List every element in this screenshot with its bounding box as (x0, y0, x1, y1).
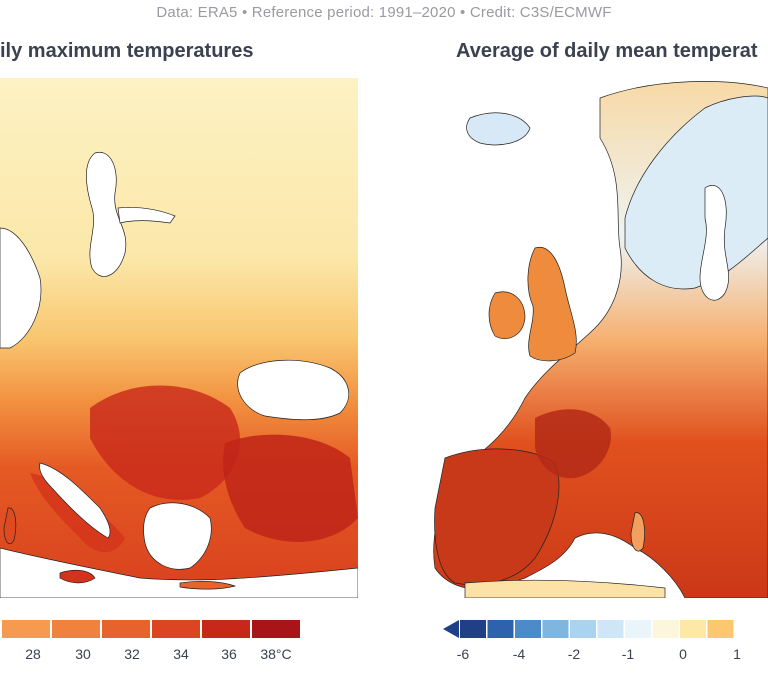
sicily (59, 569, 96, 584)
iberian-peninsula (434, 448, 560, 586)
left-colorbar (2, 620, 300, 638)
left-temperature-map (0, 78, 358, 598)
left-colorbar-tick-label: 36 (221, 646, 237, 662)
left-colorbar-segment (102, 620, 150, 638)
right-colorbar-segment (707, 620, 734, 638)
data-credit: Data: ERA5 • Reference period: 1991–2020… (156, 4, 612, 21)
hot-region-anatolia (223, 434, 358, 542)
hot-region-balkans (90, 385, 240, 500)
right-colorbar-segment (542, 620, 569, 638)
france-hot-core (535, 409, 611, 479)
right-colorbar (443, 620, 734, 638)
left-colorbar-tick-label: 32 (124, 646, 140, 662)
black-sea (237, 359, 349, 421)
right-colorbar-tick-label: 1 (733, 646, 741, 662)
right-colorbar-tick-label: -2 (567, 646, 581, 662)
right-colorbar-segment (487, 620, 514, 638)
right-colorbar-segment (460, 620, 486, 638)
right-colorbar-tick-label: -6 (456, 646, 470, 662)
adriatic-sea (39, 462, 111, 539)
left-colorbar-ticks: 28 30 32 34 36 38°C (0, 646, 300, 666)
right-colorbar-tick-label: -1 (621, 646, 635, 662)
right-colorbar-tick-label: -4 (512, 646, 526, 662)
right-colorbar-tick-label: 0 (679, 646, 687, 662)
sardinia (3, 507, 17, 545)
gulf-of-finland (117, 207, 176, 224)
ireland (488, 291, 526, 340)
left-colorbar-segment (2, 620, 50, 638)
left-colorbar-tick-label: 28 (25, 646, 41, 662)
left-colorbar-segment (152, 620, 200, 638)
north-africa (464, 579, 666, 598)
baltic-sea (86, 151, 127, 277)
left-colorbar-tick-label: 38°C (260, 646, 292, 662)
north-sea (0, 227, 42, 349)
iceland (466, 112, 531, 146)
right-colorbar-segment (625, 620, 651, 638)
left-map-title: ily maximum temperatures (0, 40, 254, 62)
corsica-sardinia (630, 512, 645, 552)
left-colorbar-segment (252, 620, 300, 638)
right-colorbar-arrow (443, 620, 459, 638)
right-colorbar-segment (515, 620, 541, 638)
right-colorbar-segment (680, 620, 706, 638)
mediterranean-south (0, 547, 358, 598)
right-colorbar-segment (597, 620, 624, 638)
right-colorbar-segment (652, 620, 679, 638)
great-britain (527, 246, 577, 362)
right-map-title: Average of daily mean temperat (456, 40, 758, 62)
right-colorbar-segment (570, 620, 596, 638)
crete (179, 580, 237, 590)
left-colorbar-segment (52, 620, 100, 638)
left-colorbar-tick-label: 34 (173, 646, 189, 662)
baltic-sea (699, 185, 729, 301)
right-anomaly-map (425, 78, 768, 598)
aegean-sea (143, 502, 212, 570)
left-colorbar-tick-label: 30 (75, 646, 91, 662)
left-colorbar-segment (202, 620, 250, 638)
right-colorbar-ticks: -6 -4 -2 -1 0 1 (443, 646, 768, 666)
scandinavia (624, 95, 768, 290)
